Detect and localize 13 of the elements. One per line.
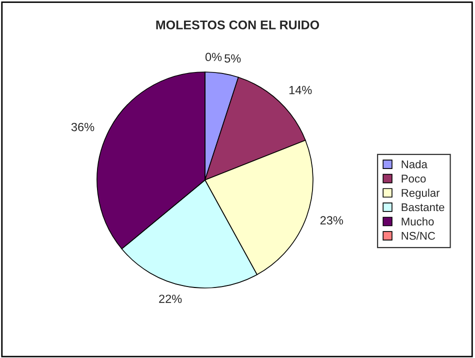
legend-label: NS/NC [402,232,436,240]
text: 0% [205,52,222,62]
data-label: 22% [159,294,182,303]
legend-label: Nada [402,160,428,168]
legend-label: Regular [402,188,440,200]
data-label: 23% [320,216,344,225]
data-label: 14% [289,86,312,94]
legend-label: Poco [402,174,426,183]
data-label: 36% [71,122,94,132]
legend-label: Mucho [402,217,434,226]
legend-label: Bastante [402,203,444,212]
chart-title: MOLESTOS CON EL RUIDO [156,20,320,30]
data-label: 5% [224,54,241,63]
